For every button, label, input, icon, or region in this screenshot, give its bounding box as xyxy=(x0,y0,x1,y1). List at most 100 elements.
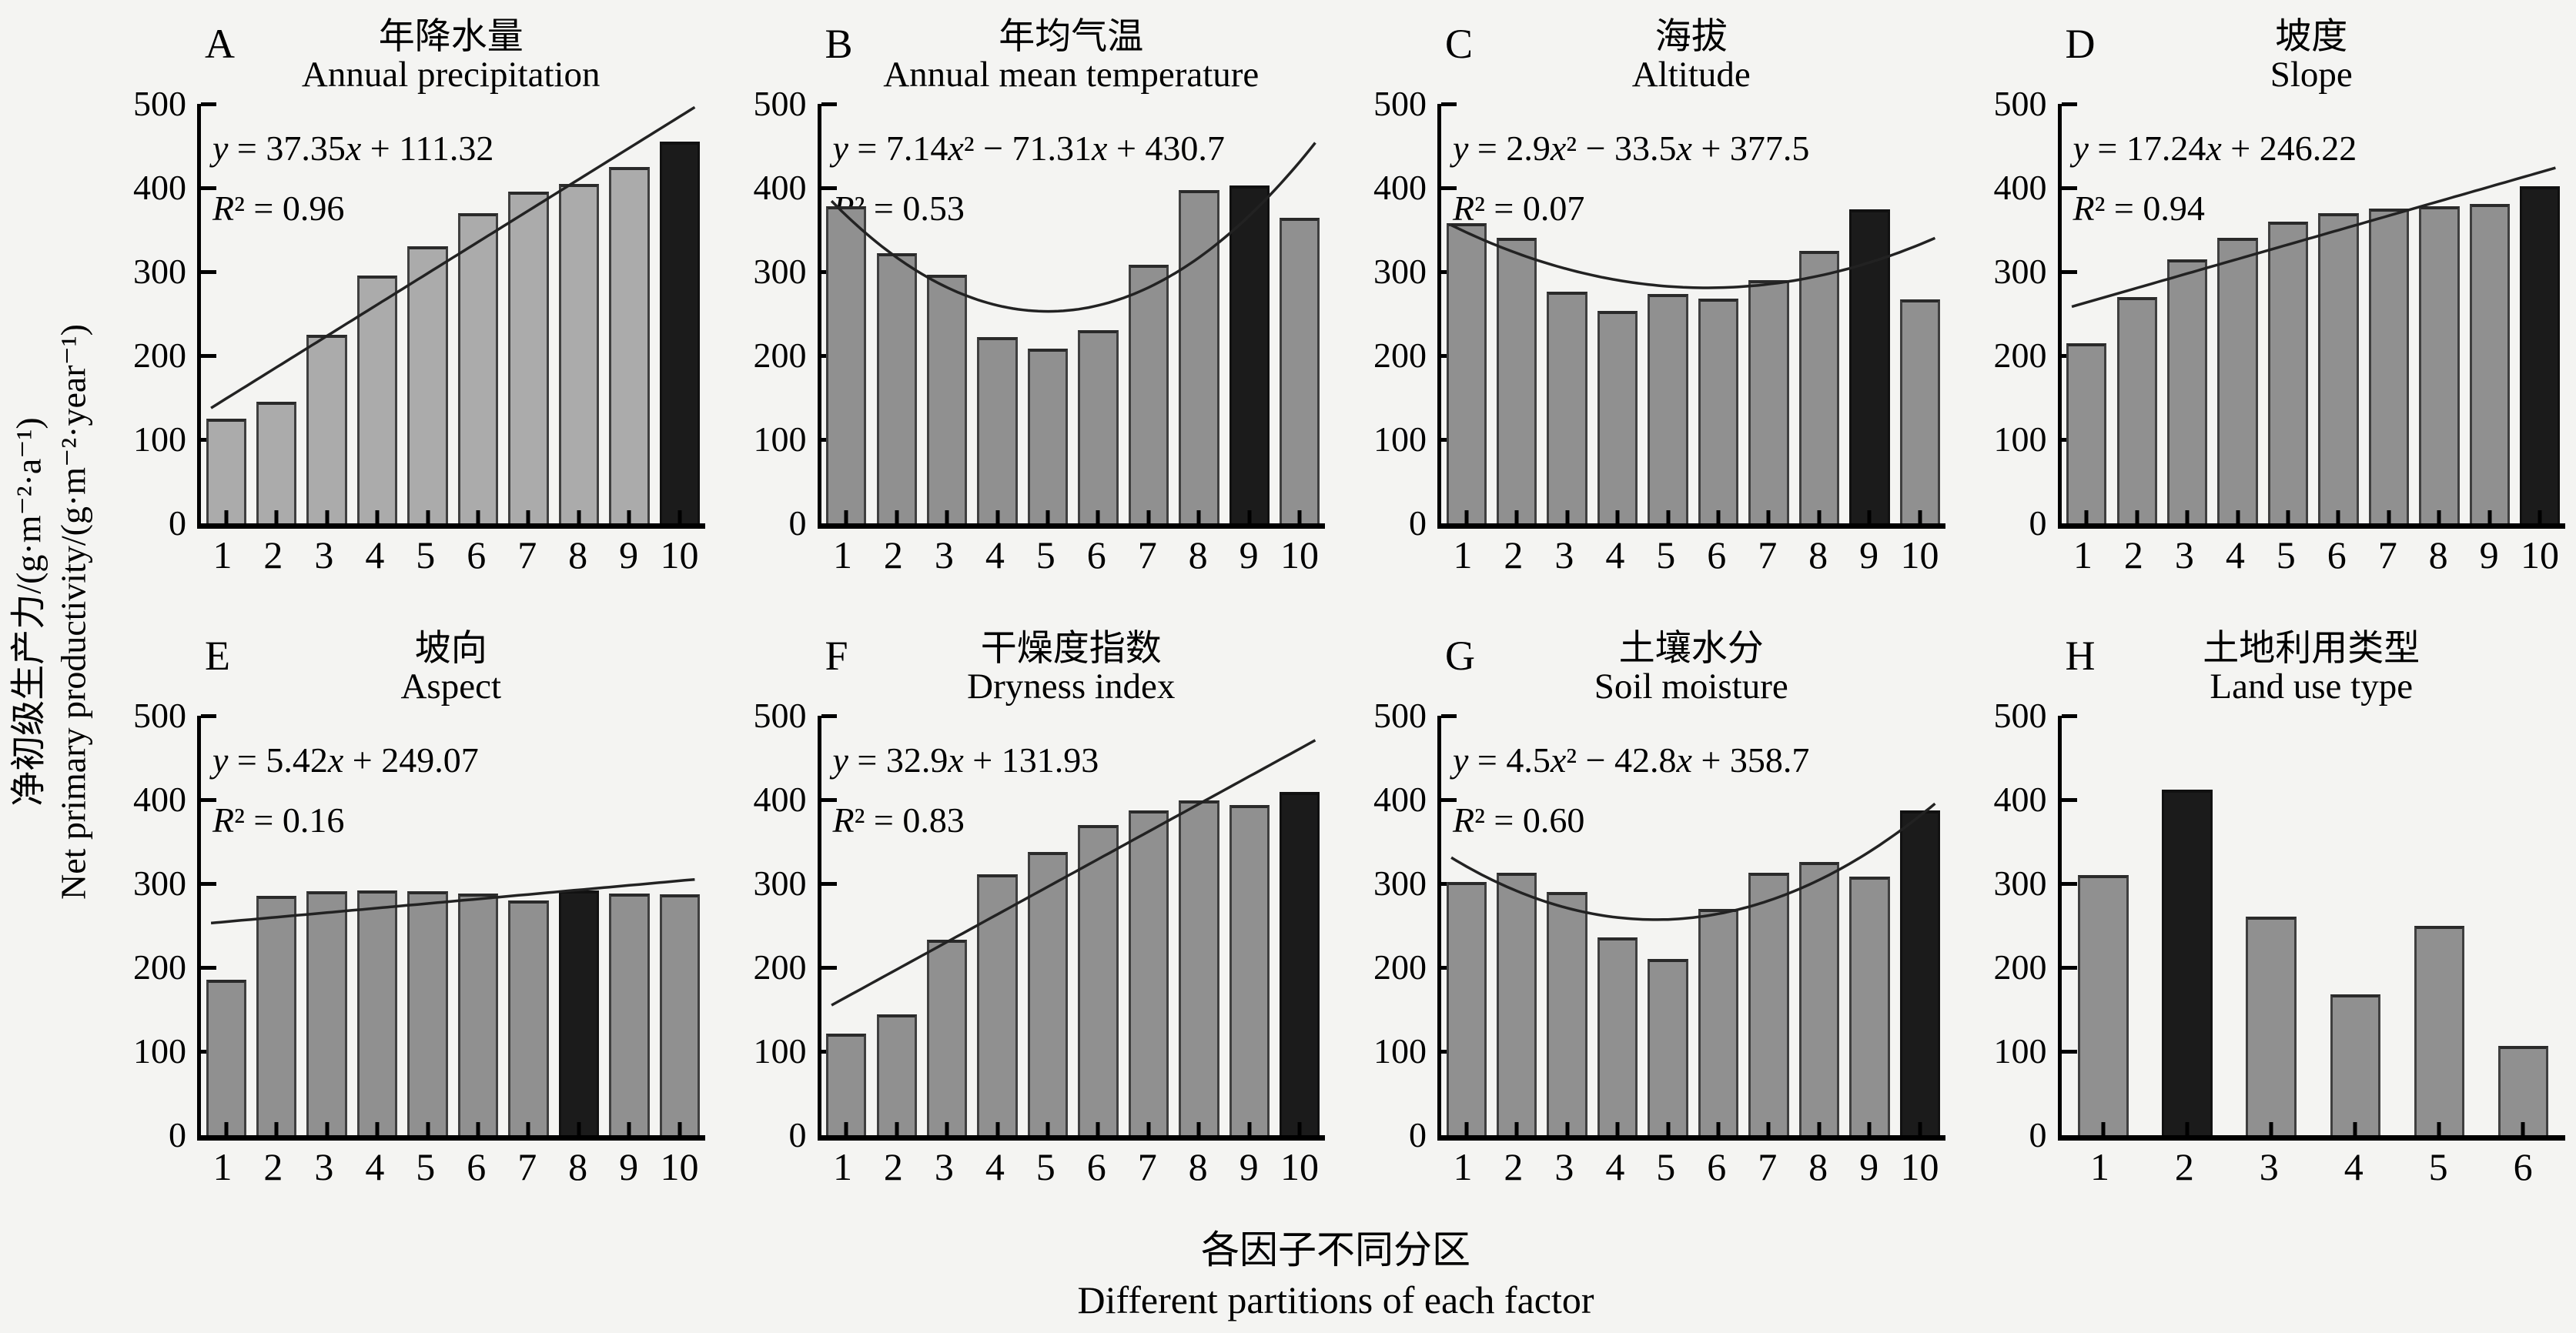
y-tick-mark xyxy=(2061,798,2077,802)
x-tick-label: 5 xyxy=(1656,1145,1676,1188)
x-tick-mark xyxy=(2084,510,2089,523)
bar-band-2 xyxy=(871,104,922,523)
bar-B-5 xyxy=(1027,349,1069,523)
x-tick-label: 1 xyxy=(1453,1145,1473,1188)
bar-H-2-highlight xyxy=(2162,789,2213,1135)
x-tick-mark xyxy=(2336,510,2340,523)
bar-band-3 xyxy=(922,104,972,523)
bar-D-2 xyxy=(2116,296,2157,523)
bar-band-4 xyxy=(352,716,402,1135)
y-tick-label: 100 xyxy=(753,1031,807,1071)
bar-C-5 xyxy=(1648,294,1688,523)
x-tick-label: 8 xyxy=(1188,1145,1208,1188)
bar-band-4 xyxy=(1592,104,1642,523)
y-tick-mark xyxy=(2061,186,2077,190)
plot-area xyxy=(817,714,1325,1141)
x-tick-label: 10 xyxy=(660,533,699,576)
x-tick-labels: 1 2 3 4 5 6 7 8 9 10 xyxy=(818,1144,1326,1189)
x-tick-mark xyxy=(995,1122,1000,1135)
y-tick-label: 0 xyxy=(2029,1115,2047,1154)
x-tick-label: 9 xyxy=(1859,1145,1879,1188)
bar-G-10-highlight xyxy=(1899,810,1940,1135)
panel-E: E 坡向 Aspect y = 5.42x + 249.07 R² = 0.16 0 100… xyxy=(95,612,716,1224)
x-tick-mark xyxy=(1464,510,1469,523)
bar-band-3 xyxy=(302,716,352,1135)
panel-letter-A: A xyxy=(205,21,235,67)
x-tick-label: 7 xyxy=(1758,533,1778,576)
bar-band-8 xyxy=(2414,104,2464,523)
bar-D-5 xyxy=(2267,221,2309,523)
y-tick-mark xyxy=(1441,798,1457,802)
x-tick-label: 3 xyxy=(934,533,954,576)
y-tick-label: 100 xyxy=(1993,419,2047,459)
panel-title-cn: 坡度 xyxy=(2275,17,2348,57)
bar-B-6 xyxy=(1078,330,1119,523)
bars xyxy=(201,716,705,1135)
bar-band-5 xyxy=(1022,104,1072,523)
x-axis-label-en: Different partitions of each factor xyxy=(1077,1278,1594,1321)
x-tick-label: 10 xyxy=(1280,1145,1320,1188)
x-tick-mark xyxy=(375,510,380,523)
bar-D-1 xyxy=(2066,342,2107,523)
x-tick-label: 8 xyxy=(1188,533,1208,576)
bars xyxy=(1441,104,1945,523)
x-tick-mark xyxy=(325,1122,330,1135)
bar-band-9 xyxy=(1224,716,1274,1135)
bar-band-7 xyxy=(503,104,554,523)
regression-r2: R² = 0.16 xyxy=(212,800,345,840)
x-tick-labels: 1 2 3 4 5 6 7 8 9 10 xyxy=(197,533,705,577)
bar-band-9 xyxy=(604,716,654,1135)
bar-F-6 xyxy=(1078,824,1119,1135)
x-tick-mark xyxy=(1514,510,1519,523)
bar-band-1 xyxy=(1441,104,1491,523)
bar-B-1 xyxy=(826,205,867,523)
x-tick-label: 1 xyxy=(2073,533,2093,576)
bars xyxy=(2062,716,2566,1135)
x-tick-label: 3 xyxy=(1554,533,1574,576)
bar-F-2 xyxy=(876,1014,917,1135)
bar-band-4 xyxy=(972,104,1022,523)
y-tick-mark xyxy=(201,354,216,358)
panel-title-en: Annual precipitation xyxy=(301,55,601,95)
bar-band-4 xyxy=(972,716,1022,1135)
bar-C-10 xyxy=(1899,299,1940,523)
bar-C-9-highlight xyxy=(1849,209,1890,523)
y-tick-label: 400 xyxy=(753,168,807,207)
y-tick-mark xyxy=(201,714,216,718)
bar-F-10-highlight xyxy=(1280,792,1320,1135)
bar-G-2 xyxy=(1497,872,1537,1135)
bar-band-7 xyxy=(1123,104,1173,523)
x-tick-mark xyxy=(895,510,899,523)
bar-E-6 xyxy=(457,894,499,1135)
x-tick-mark xyxy=(1565,1122,1570,1135)
y-tick-label: 300 xyxy=(1373,864,1427,903)
y-tick-label: 400 xyxy=(1993,168,2047,207)
y-tick-label: 100 xyxy=(1373,1031,1427,1071)
x-tick-mark xyxy=(526,510,530,523)
plot-area xyxy=(197,102,705,529)
bar-band-10 xyxy=(654,716,704,1135)
x-tick-label: 1 xyxy=(832,1145,852,1188)
x-tick-mark xyxy=(2269,1122,2273,1135)
bar-band-3 xyxy=(2230,716,2313,1135)
x-tick-mark xyxy=(426,510,430,523)
x-tick-mark xyxy=(2437,1122,2441,1135)
x-tick-label: 4 xyxy=(1605,1145,1625,1188)
bar-B-10 xyxy=(1280,218,1320,523)
y-tick-label: 300 xyxy=(1993,864,2047,903)
bar-band-8 xyxy=(1794,716,1844,1135)
x-tick-mark xyxy=(2521,1122,2525,1135)
bar-E-10 xyxy=(659,894,700,1135)
x-tick-label: 8 xyxy=(1808,1145,1828,1188)
x-tick-mark xyxy=(1514,1122,1519,1135)
y-tick-mark xyxy=(201,966,216,970)
bar-band-8 xyxy=(1794,104,1844,523)
x-tick-label: 5 xyxy=(1035,1145,1055,1188)
bar-band-6 xyxy=(1073,104,1123,523)
bar-band-7 xyxy=(1744,716,1794,1135)
y-tick-label: 0 xyxy=(788,503,807,543)
y-tick-label: 300 xyxy=(133,864,186,903)
bar-A-5 xyxy=(407,246,448,523)
regression-equation: y = 17.24x + 246.22 xyxy=(2073,129,2357,168)
bar-E-1 xyxy=(206,980,246,1135)
